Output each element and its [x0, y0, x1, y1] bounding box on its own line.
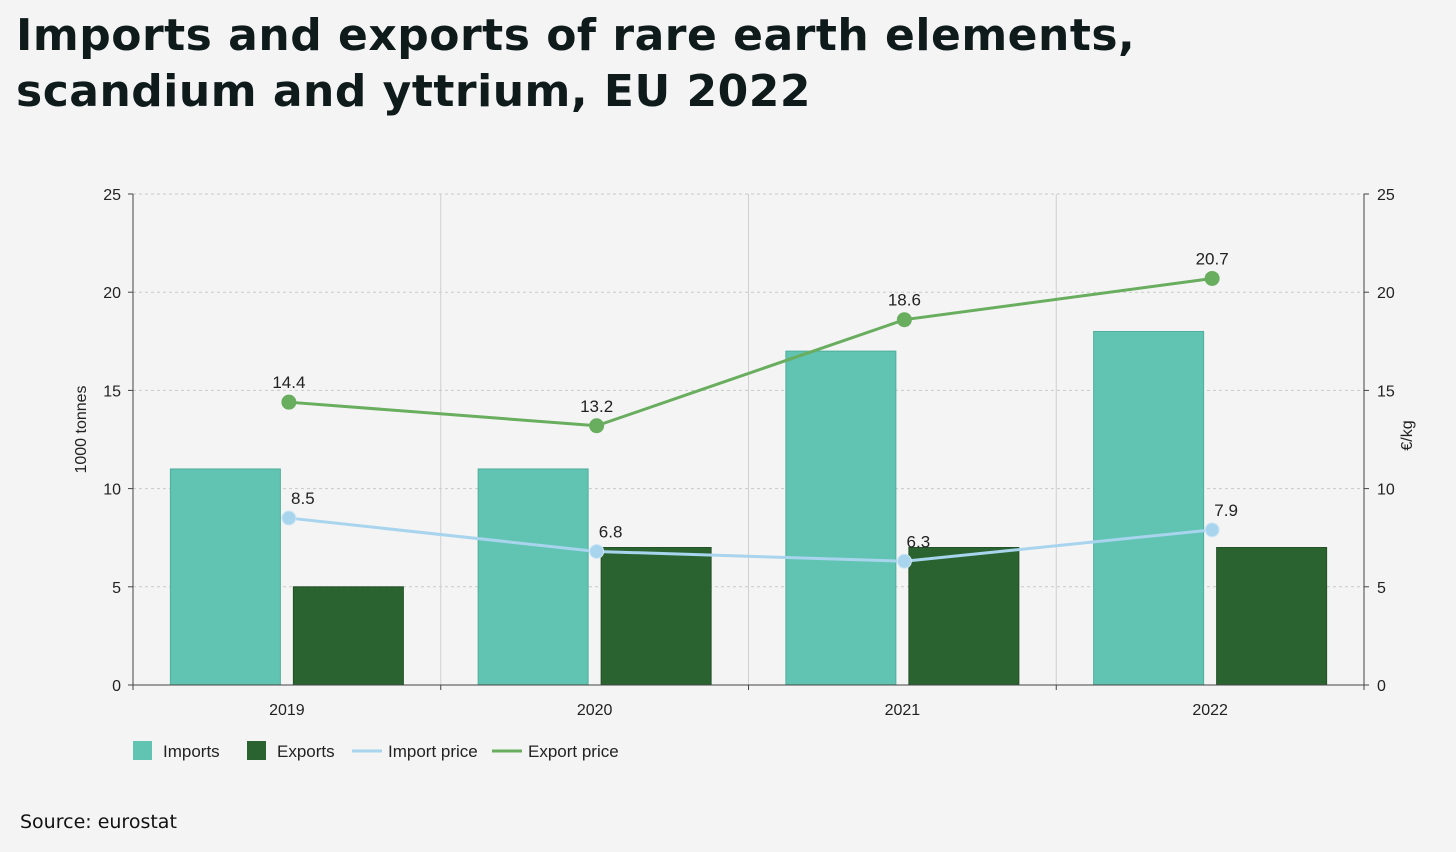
bar-imports-2022	[1093, 330, 1205, 686]
left-tick-label: 25	[103, 187, 121, 204]
data-label: 8.5	[291, 489, 315, 508]
data-label: 13.2	[580, 397, 613, 416]
legend-label: Export price	[528, 742, 619, 761]
bar-exports-2022	[1216, 547, 1328, 686]
legend-label: Exports	[277, 742, 335, 761]
right-tick-label: 25	[1377, 187, 1395, 204]
legend-label: Imports	[163, 742, 220, 761]
line-import-price	[288, 516, 1213, 563]
legend-swatch-imports	[133, 741, 152, 760]
left-tick-label: 15	[103, 383, 121, 400]
left-tick-label: 20	[103, 285, 121, 302]
data-label: 20.7	[1196, 249, 1229, 268]
point-export-price-2020	[589, 418, 605, 434]
line-series	[281, 270, 1220, 569]
point-import-price-2019	[281, 510, 297, 526]
data-label: 7.9	[1214, 501, 1238, 520]
source-note: Source: eurostat	[20, 811, 177, 833]
data-label: 6.3	[907, 532, 931, 551]
x-tick-label: 2020	[577, 702, 613, 719]
right-tick-label: 0	[1377, 678, 1386, 695]
point-export-price-2022	[1204, 270, 1220, 286]
bar-exports-2021	[908, 547, 1020, 686]
x-tick-label: 2021	[885, 702, 921, 719]
right-tick-label: 5	[1377, 580, 1386, 597]
left-tick-label: 10	[103, 482, 121, 499]
right-tick-label: 20	[1377, 285, 1395, 302]
bar-exports-2019	[292, 586, 404, 686]
data-labels: 8.5 6.8 6.3 7.9 14.4 13.2 18.6 20.7	[272, 249, 1238, 551]
bar-imports-2019	[169, 468, 281, 686]
chart-title: Imports and exports of rare earth elemen…	[16, 10, 1136, 117]
left-tick-label: 0	[112, 678, 121, 695]
bar-series	[169, 330, 1328, 686]
x-tick-label: 2022	[1192, 702, 1228, 719]
point-export-price-2021	[896, 312, 912, 328]
y-axis-right-title: €/kg	[1399, 420, 1416, 450]
data-label: 6.8	[599, 522, 623, 541]
legend-label: Import price	[388, 742, 478, 761]
y-axis-title: 1000 tonnes	[73, 385, 90, 473]
left-tick-label: 5	[112, 580, 121, 597]
x-tick-label: 2019	[269, 702, 305, 719]
point-import-price-2022	[1204, 522, 1220, 538]
line-export-price	[288, 276, 1213, 428]
legend: Imports Exports Import price Export price	[133, 741, 619, 761]
bar-imports-2020	[477, 468, 589, 686]
point-import-price-2021	[896, 553, 912, 569]
bar-imports-2021	[785, 350, 897, 686]
bar-exports-2020	[600, 547, 712, 686]
legend-swatch-exports	[247, 741, 266, 760]
data-label: 18.6	[888, 291, 921, 310]
point-import-price-2020	[589, 543, 605, 559]
right-tick-label: 15	[1377, 383, 1395, 400]
right-tick-label: 10	[1377, 482, 1395, 499]
point-export-price-2019	[281, 394, 297, 410]
data-label: 14.4	[272, 373, 305, 392]
